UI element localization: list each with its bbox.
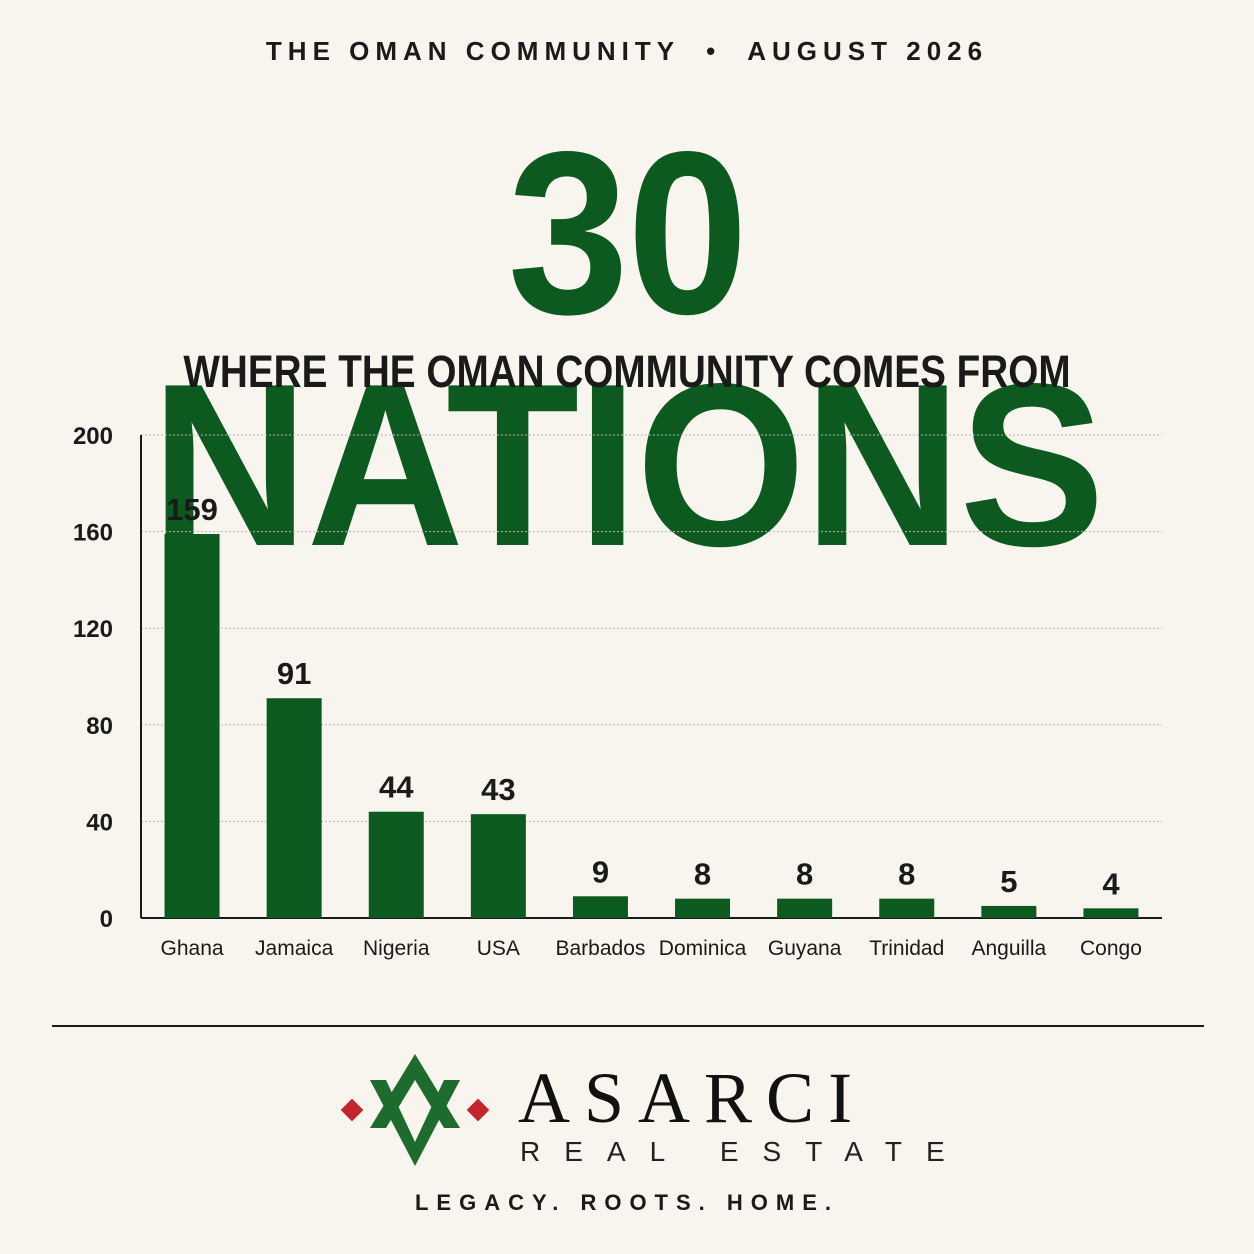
y-tick-label: 120 [73, 616, 113, 643]
bar [572, 896, 628, 918]
bar [470, 814, 526, 918]
data-label: 4 [1102, 866, 1120, 901]
kicker-right: AUGUST 2026 [747, 36, 989, 66]
asarci-logo-icon [340, 1054, 490, 1166]
data-label: 44 [379, 770, 414, 805]
x-tick-label: Nigeria [363, 937, 430, 960]
tagline: LEGACY. ROOTS. HOME. [414, 1190, 840, 1215]
x-tick-label: Anguilla [971, 937, 1046, 960]
bar [266, 698, 322, 918]
data-label: 91 [277, 656, 311, 691]
kicker-left: THE OMAN COMMUNITY [265, 36, 681, 66]
data-label: 5 [1000, 864, 1017, 899]
x-tick-label: Ghana [161, 937, 224, 960]
y-tick-label: 40 [86, 809, 113, 836]
bar [879, 898, 935, 918]
y-tick-label: 160 [73, 520, 113, 547]
x-tick-label: USA [477, 937, 520, 960]
data-label: 43 [481, 772, 515, 807]
bar [777, 898, 833, 918]
y-tick-label: 0 [100, 906, 113, 933]
kicker: THE OMAN COMMUNITY • AUGUST 2026 [0, 36, 1254, 67]
y-tick-label: 200 [73, 423, 113, 450]
bar [981, 905, 1037, 918]
kicker-separator: • [706, 36, 722, 66]
x-tick-label: Guyana [768, 937, 842, 960]
x-tick-label: Jamaica [255, 937, 334, 960]
x-tick-label: Barbados [555, 937, 645, 960]
headline: 30 NATIONS [150, 104, 1105, 595]
data-label: 8 [694, 857, 711, 892]
x-tick-label: Dominica [659, 937, 747, 960]
bar [368, 811, 424, 918]
bar [675, 898, 731, 918]
bar-chart: 0 40 80 120 160 200 159 Ghana 91 Jamaica 44 Nigeria… [73, 423, 1162, 960]
footer-divider [52, 1025, 1204, 1027]
x-tick-label: Congo [1080, 937, 1142, 960]
data-label: 8 [898, 857, 915, 892]
data-label: 9 [592, 854, 609, 889]
bar [164, 534, 220, 918]
x-tick-label: Trinidad [869, 937, 944, 960]
brand-subtitle: REAL ESTATE [520, 1136, 969, 1167]
subhead: WHERE THE OMAN COMMUNITY COMES FROM [183, 346, 1071, 397]
brand-name: ASARCI [518, 1058, 867, 1138]
data-label: 159 [166, 492, 218, 527]
data-label: 8 [796, 857, 813, 892]
y-tick-label: 80 [86, 713, 113, 740]
bar [1083, 908, 1139, 918]
